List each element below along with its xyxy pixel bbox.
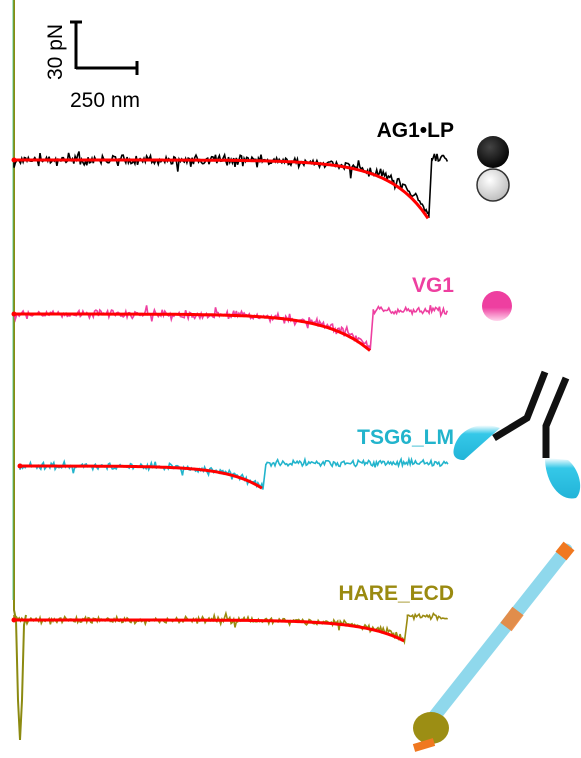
receptor-rod-icon xyxy=(412,541,575,752)
series-label-4: HARE_ECD xyxy=(338,582,454,605)
fit-start-point-4 xyxy=(11,617,17,623)
fit-curve-2 xyxy=(14,312,371,352)
fit-start-point-2 xyxy=(11,311,17,317)
antibody-icon xyxy=(453,370,581,499)
scale-distance-label: 250 nm xyxy=(70,89,140,112)
series-label-1: AG1•LP xyxy=(377,119,454,142)
fit-curve-1 xyxy=(14,158,430,220)
fit-start-point-1 xyxy=(11,157,17,163)
spheres-icon xyxy=(476,136,510,202)
pink-sphere-icon xyxy=(482,291,512,321)
series-label-2: VG1 xyxy=(412,274,454,297)
scale-bar: 30 pN 250 nm xyxy=(44,20,140,112)
fit-start-point-3 xyxy=(17,463,23,469)
series-label-3: TSG6_LM xyxy=(357,426,454,449)
fit-curve-4 xyxy=(14,618,405,643)
trace-4 xyxy=(13,610,448,646)
traces-group: AG1•LP VG1 TSG6_LM HARE_ECD xyxy=(11,119,454,646)
left-contact-trace xyxy=(12,0,27,741)
scale-force-label: 30 pN xyxy=(44,24,67,80)
fit-curve-3 xyxy=(20,464,263,490)
trace-2 xyxy=(13,304,449,351)
